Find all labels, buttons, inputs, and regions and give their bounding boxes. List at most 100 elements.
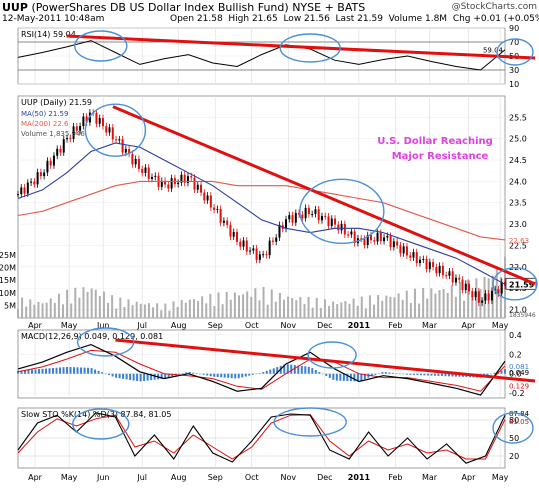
- candle-body: [324, 216, 327, 218]
- volume-bar: [115, 308, 118, 318]
- macd-histogram-bar: [136, 373, 139, 382]
- candle-body: [353, 231, 356, 244]
- volume-bar: [373, 304, 376, 318]
- candle-body: [164, 180, 167, 185]
- volume-bar: [458, 282, 461, 318]
- macd-histogram-bar: [290, 364, 293, 374]
- candle-body: [62, 139, 65, 153]
- candle-body: [402, 246, 405, 254]
- x-tick-label: Nov: [280, 473, 296, 482]
- volume-bar: [229, 299, 232, 318]
- volume-bar: [377, 295, 380, 318]
- x-tick-label: Oct: [245, 473, 259, 482]
- volume-bar: [209, 293, 212, 318]
- volume-bar: [348, 303, 351, 318]
- candle-body: [98, 118, 101, 124]
- macd-y-tick: 0.0: [509, 370, 522, 379]
- macd-histogram-bar: [202, 373, 205, 375]
- volume-bar: [25, 306, 28, 318]
- x-tick-label: Jun: [96, 321, 110, 330]
- candle-body: [222, 220, 225, 223]
- volume-y-tick: 15M: [0, 276, 16, 285]
- macd-histogram-bar: [118, 373, 121, 379]
- macd-histogram-bar: [230, 373, 233, 379]
- volume-bar: [475, 278, 478, 318]
- volume-bar: [127, 299, 130, 318]
- candle-body: [128, 149, 131, 154]
- macd-histogram-bar: [160, 373, 163, 379]
- macd-histogram-bar: [258, 373, 261, 374]
- candle-body: [255, 248, 258, 260]
- macd-histogram-bar: [307, 366, 310, 374]
- volume-bar: [164, 303, 167, 318]
- volume-bar: [344, 301, 347, 318]
- volume-bar: [197, 301, 200, 318]
- macd-histogram-bar: [388, 372, 391, 374]
- candle-body: [500, 281, 503, 294]
- volume-bar: [385, 295, 388, 318]
- candle-body: [26, 182, 29, 194]
- macd-histogram-bar: [171, 373, 174, 377]
- candle-body: [487, 293, 490, 301]
- macd-histogram-bar: [426, 373, 429, 376]
- macd-histogram-bar: [199, 373, 202, 375]
- candle-body: [79, 126, 82, 131]
- macd-histogram-bar: [132, 373, 135, 381]
- volume-bar: [446, 292, 449, 318]
- volume-bar: [442, 289, 445, 318]
- volume-bar: [450, 285, 453, 318]
- volume-bar: [107, 302, 110, 318]
- volume-bar: [17, 308, 19, 318]
- volume-bar: [323, 299, 326, 318]
- x-tick-label: Dec: [317, 321, 332, 330]
- candle-body: [186, 176, 189, 183]
- candle-body: [33, 181, 36, 185]
- volume-y-tick: 20M: [0, 264, 16, 273]
- volume-bar: [123, 307, 126, 318]
- macd-histogram-bar: [73, 367, 76, 374]
- macd-histogram-bar: [108, 373, 111, 376]
- rsi-y-tick: 70: [509, 38, 519, 47]
- macd-histogram-bar: [283, 364, 286, 374]
- candle-body: [209, 195, 212, 208]
- candle-body: [451, 271, 454, 283]
- candle-body: [454, 277, 457, 283]
- candle-body: [134, 158, 137, 165]
- macd-histogram-bar: [76, 367, 79, 374]
- candle-body: [235, 232, 238, 242]
- volume-bar: [62, 304, 65, 318]
- price-y-tick: 23.0: [509, 220, 527, 229]
- candle-body: [432, 262, 435, 268]
- candle-body: [415, 252, 418, 264]
- candle-body: [183, 174, 186, 183]
- candle-body: [160, 180, 163, 187]
- volume-bar: [254, 288, 257, 318]
- macd-histogram-bar: [255, 373, 258, 375]
- macd-histogram-bar: [164, 373, 167, 379]
- volume-bar: [319, 308, 322, 318]
- volume-bar: [29, 299, 32, 318]
- macd-histogram-bar: [143, 373, 146, 381]
- sto-d-line: [17, 414, 506, 460]
- volume-bar: [57, 293, 60, 318]
- price-legend: UUP (Daily) 21.59: [21, 98, 92, 107]
- highlight-circle: [299, 178, 385, 244]
- candle-body: [497, 289, 500, 294]
- macd-histogram-bar: [391, 372, 394, 374]
- price-y-tick: 23.5: [509, 199, 527, 208]
- volume-bar: [430, 288, 433, 318]
- macd-histogram-bar: [262, 372, 265, 374]
- macd-tag: 0.049: [509, 369, 529, 377]
- macd-y-tick: -0.2: [509, 389, 525, 398]
- volume-bar: [291, 298, 294, 318]
- volume-y-tick: 25M: [0, 251, 16, 260]
- macd-histogram-bar: [234, 373, 237, 379]
- x-tick-label: Nov: [280, 321, 296, 330]
- macd-histogram-bar: [115, 373, 118, 378]
- macd-histogram-bar: [381, 372, 384, 374]
- macd-histogram-bar: [437, 373, 440, 376]
- macd-histogram-bar: [139, 373, 142, 382]
- volume-bar: [499, 277, 502, 318]
- macd-histogram-bar: [34, 369, 37, 374]
- volume-bar: [315, 297, 318, 318]
